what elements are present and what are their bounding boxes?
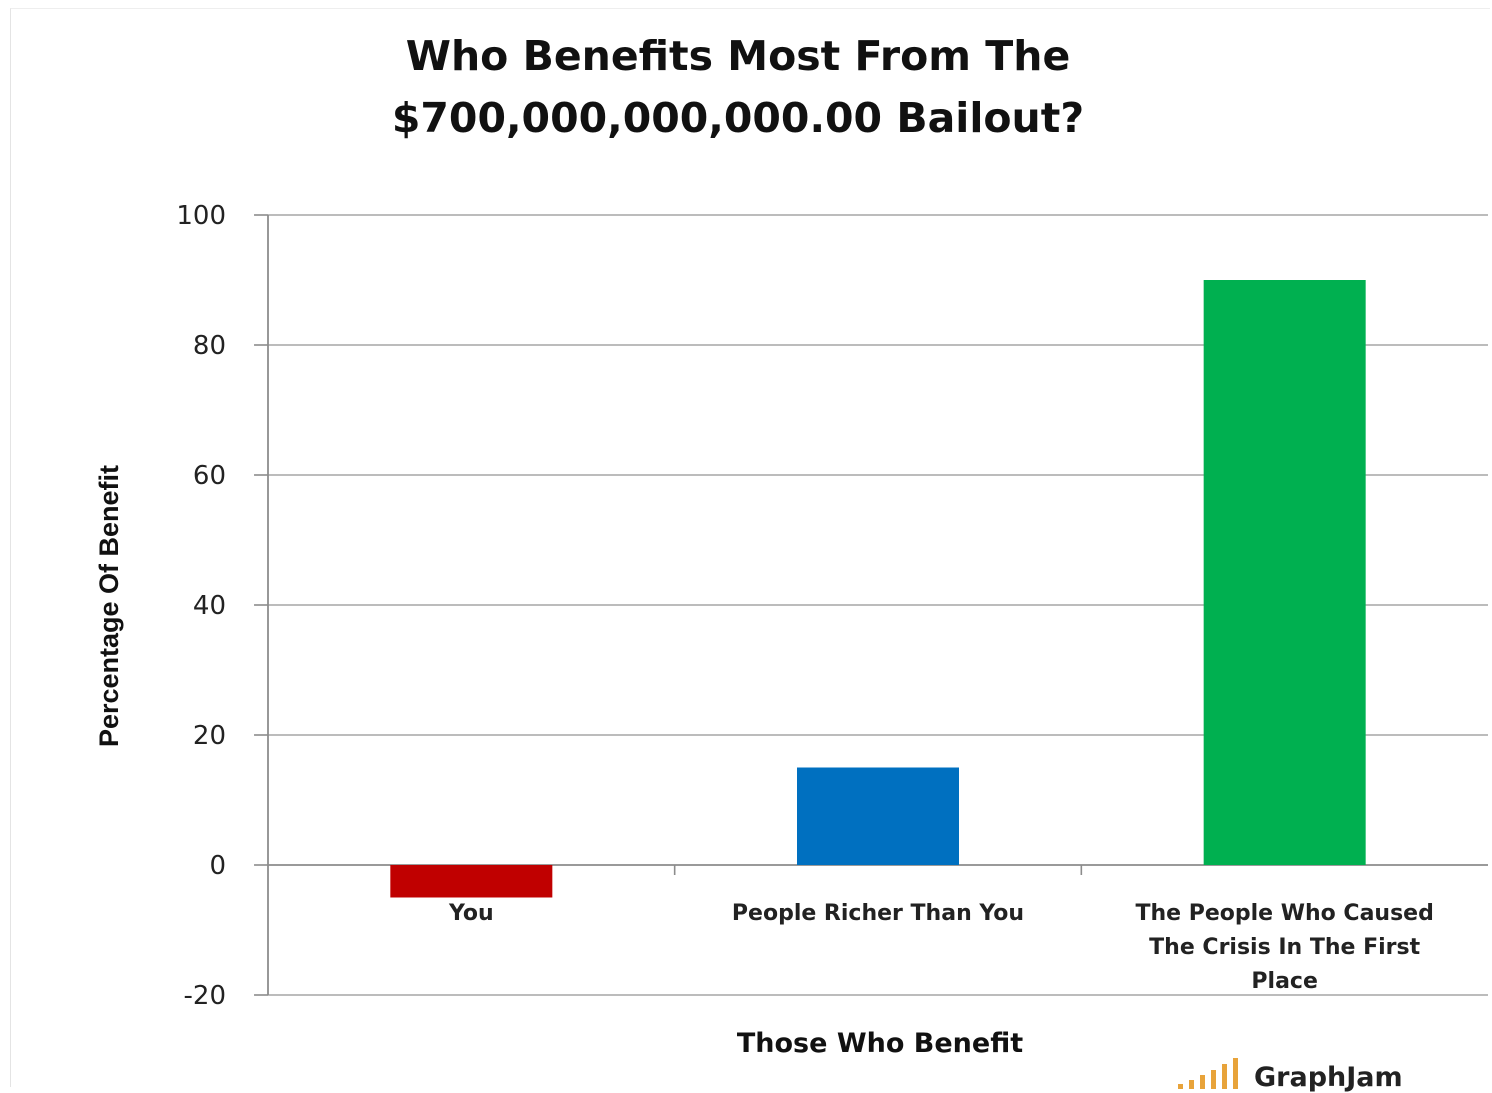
category-label: Place [1251,969,1317,994]
bar-3 [1203,280,1366,865]
y-tick-label: -20 [184,981,226,1011]
category-label: The People Who Caused [1135,901,1433,926]
y-tick-label: 20 [193,721,226,751]
chart-title: Who Benefits Most From The $700,000,000,0… [392,32,1084,142]
y-axis-title: Percentage Of Benefit [94,465,124,747]
graphjam-watermark: GraphJam [1178,1058,1403,1093]
y-tick-label: 100 [176,201,226,231]
category-labels: You People Richer Than You The People Who … [448,901,1434,994]
graphjam-logo-icon [1178,1058,1238,1089]
y-tick-label: 40 [193,591,226,621]
chart-title-line-2: $700,000,000,000.00 Bailout? [392,94,1084,142]
bar-2 [797,767,959,865]
category-label: You [448,901,494,926]
chart-title-line-1: Who Benefits Most From The [406,32,1071,80]
watermark-text: GraphJam [1254,1062,1403,1093]
y-tick-label: 0 [209,851,226,881]
y-tick-labels: 100 80 60 40 20 0 -20 [176,201,226,1011]
category-label: The Crisis In The First [1149,935,1420,960]
bars [390,280,1366,898]
category-label: People Richer Than You [732,901,1024,926]
y-tick-label: 80 [193,331,226,361]
x-axis-title: Those Who Benefit [737,1028,1023,1059]
y-tick-label: 60 [193,461,226,491]
bar-1 [390,865,553,898]
